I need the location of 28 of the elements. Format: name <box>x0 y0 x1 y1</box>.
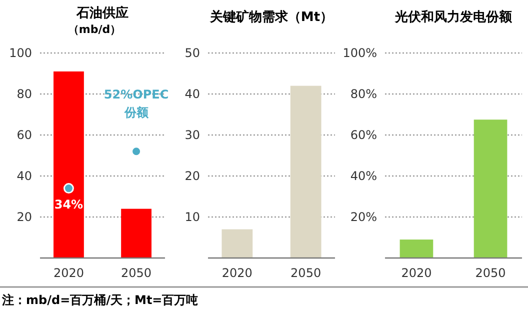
y-tick-label: 20 <box>184 169 200 184</box>
y-tick-label: 40 <box>184 87 200 102</box>
chart-title: 石油供应 <box>76 5 128 21</box>
x-tick-label: 2020 <box>53 266 84 280</box>
y-tick-label: 80% <box>350 87 377 102</box>
text: 注：mb/d=百万桶/天；Mt=百万吨 <box>1 293 198 307</box>
y-tick-label: 40% <box>350 169 377 184</box>
y-tick-label: 60% <box>350 128 377 142</box>
x-tick-label: 2050 <box>290 266 322 280</box>
chart-subtitle: （mb/d） <box>68 23 122 36</box>
y-tick-label: 60 <box>16 128 32 142</box>
y-tick-label: 100 <box>9 46 32 60</box>
y-tick-label: 30 <box>184 128 200 142</box>
y-tick-label: 20 <box>16 210 32 224</box>
annotation: 52%OPEC 份额 <box>104 87 169 120</box>
y-tick-label: 80 <box>16 87 32 102</box>
y-tick-label: 100% <box>342 46 377 60</box>
chart-title: 光伏和风力发电份额 <box>394 9 513 25</box>
x-tick-label: 2050 <box>475 266 506 280</box>
y-tick-label: 40 <box>16 169 32 184</box>
y-tick-label: 50 <box>184 46 200 60</box>
x-tick-label: 2050 <box>121 266 152 280</box>
y-tick-label: 10 <box>184 210 200 224</box>
x-tick-label: 2020 <box>401 266 432 280</box>
chart-title: 关键矿物需求（Mt） <box>208 9 334 25</box>
y-tick-label: 20% <box>350 210 377 224</box>
annotation: 34% <box>54 197 84 212</box>
x-tick-label: 2020 <box>222 266 252 280</box>
